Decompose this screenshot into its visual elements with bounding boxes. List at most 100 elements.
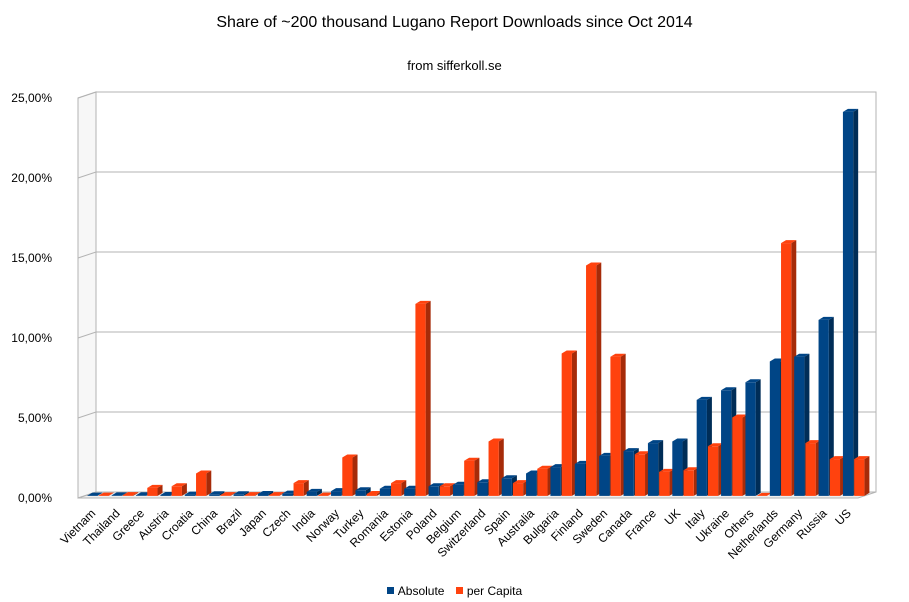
bar-top-face (623, 448, 639, 452)
bar-per-capita (756, 492, 772, 496)
y-tick-label: 0,00% (18, 491, 52, 505)
bar-per-capita (391, 480, 407, 496)
bar-top-face (196, 470, 212, 474)
bar-front-face (721, 390, 732, 496)
x-tick-label: China (188, 506, 220, 538)
x-axis-tick-labels: VietnamThailandGreeceAustriaCroatiaChina… (57, 506, 854, 562)
bar-front-face (171, 486, 182, 496)
bar-front-face (561, 353, 572, 496)
bar-front-face (781, 243, 792, 496)
bar-top-face (805, 440, 821, 444)
bar-front-face (599, 455, 610, 496)
bar-side-face (243, 491, 249, 496)
x-tick-label: UK (662, 506, 684, 528)
bar-top-face (488, 438, 504, 442)
bar-top-face (366, 490, 382, 494)
bar-absolute (257, 490, 274, 496)
bar-per-capita (586, 262, 602, 496)
bar-top-face (721, 387, 737, 391)
bar-side-face (853, 108, 859, 496)
bar-top-face (659, 468, 675, 472)
y-tick-label: 25,00% (11, 91, 52, 105)
bar-per-capita (244, 492, 261, 496)
bar-front-face (526, 473, 537, 496)
bar-top-face (512, 480, 529, 484)
bar-front-face (647, 443, 659, 496)
bar-side-face (279, 492, 285, 496)
bar-top-face (696, 396, 712, 400)
bar-top-face (610, 353, 626, 357)
bar-top-face (244, 492, 261, 496)
bar-front-face (550, 467, 561, 496)
bar-top-face (634, 451, 651, 455)
bar-front-face (257, 493, 269, 496)
bar-absolute (87, 492, 103, 496)
bar-front-face (842, 111, 854, 496)
bar-per-capita (561, 350, 577, 496)
bar-top-face (147, 484, 163, 488)
bar-side-face (596, 262, 602, 496)
y-axis-tick-labels: 0,00% 5,00% 10,00% 15,00% 20,00% 25,00% (11, 91, 52, 505)
legend-item-absolute: Absolute (386, 583, 445, 598)
bar-per-capita (659, 468, 675, 496)
bar-top-face (781, 240, 797, 244)
bar-front-face (209, 494, 220, 496)
bar-front-face (196, 473, 207, 496)
bar-side-face (316, 488, 322, 496)
bar-front-face (366, 493, 377, 496)
bar-side-face (255, 492, 261, 496)
bar-top-face (428, 483, 444, 487)
bar-front-face (428, 486, 439, 496)
bar-per-capita (634, 451, 651, 496)
bar-top-face (342, 454, 358, 458)
chart-subtitle: from sifferkoll.se (407, 58, 502, 73)
bar-front-face (269, 495, 280, 496)
bar-absolute (233, 491, 249, 496)
bar-top-face (707, 443, 724, 447)
bar-top-face (794, 353, 810, 357)
bar-per-capita (732, 414, 748, 496)
bar-per-capita (293, 480, 309, 496)
bar-side-face (755, 379, 761, 496)
bar-top-face (171, 483, 187, 487)
plot-side-wall (77, 91, 97, 499)
bar-front-face (659, 471, 670, 496)
bar-top-face (818, 316, 834, 320)
bar-front-face (512, 483, 524, 496)
gridline (77, 91, 876, 99)
bar-per-capita (122, 492, 139, 496)
bar-per-capita (147, 484, 163, 496)
bar-per-capita (415, 300, 431, 496)
bar-front-face (331, 491, 342, 496)
y-tick-label: 15,00% (11, 251, 52, 265)
y-tick-label: 20,00% (11, 171, 52, 185)
bar-top-face (586, 262, 602, 266)
bar-top-face (306, 488, 322, 492)
gridline (77, 171, 876, 179)
bar-top-face (317, 492, 334, 496)
bar-front-face (672, 441, 683, 496)
bar-front-face (244, 495, 256, 496)
bar-per-capita (171, 483, 187, 496)
legend: Absolute per Capita (0, 583, 909, 598)
bar-front-face (477, 482, 488, 496)
bar-top-face (391, 480, 407, 484)
bar-front-face (220, 495, 231, 496)
bar-front-face (818, 319, 829, 496)
bar-top-face (257, 490, 274, 494)
bar-front-face (184, 494, 196, 496)
y-tick-label: 10,00% (11, 331, 52, 345)
legend-label-absolute: Absolute (397, 583, 445, 598)
bar-top-face (293, 480, 309, 484)
bar-front-face (404, 488, 415, 496)
bar-top-face (233, 491, 249, 495)
bar-top-face (464, 457, 480, 461)
bar-front-face (501, 478, 512, 496)
bar-front-face (391, 483, 402, 496)
bar-front-face (452, 484, 464, 496)
bar-top-face (732, 414, 748, 418)
bars (87, 108, 870, 496)
bar-front-face (160, 494, 171, 496)
bar-per-capita (707, 443, 724, 496)
